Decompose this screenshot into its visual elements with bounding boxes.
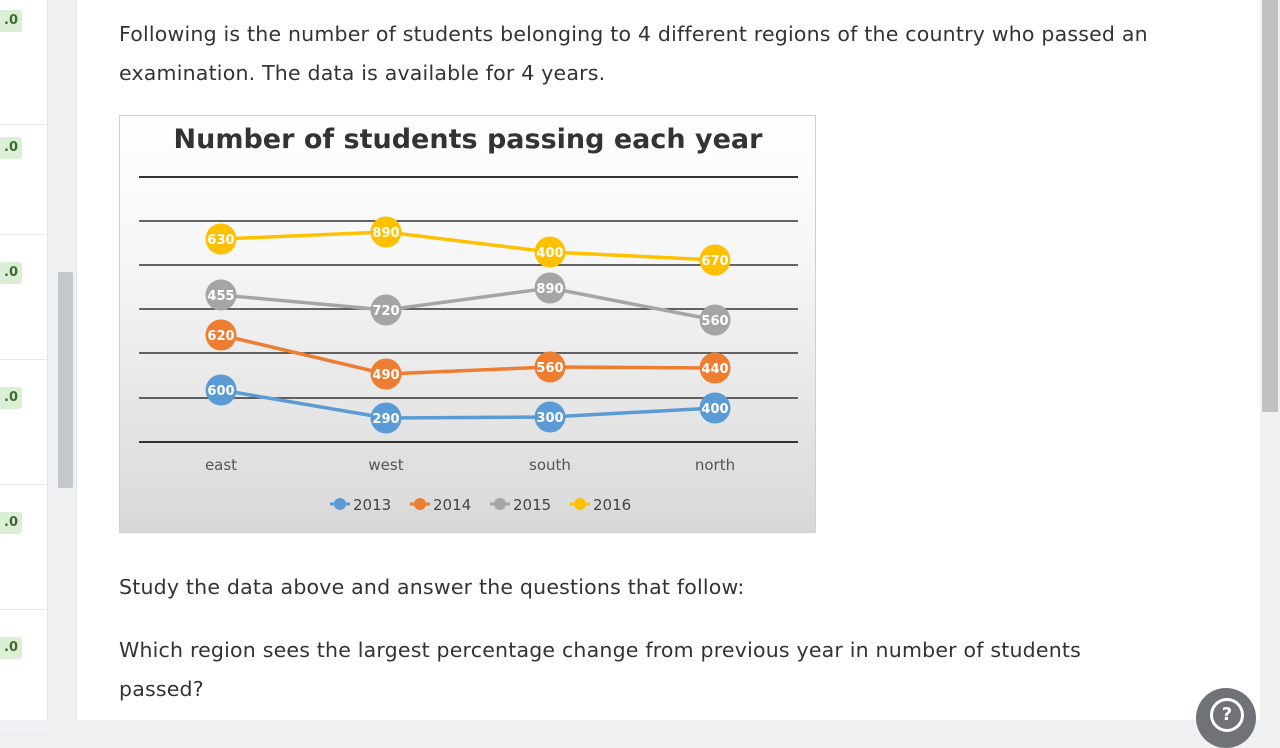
- chart-svg: Number of students passing each year east…: [139, 124, 798, 514]
- data-point-2013: [205, 374, 237, 406]
- score-badge: .0: [0, 10, 22, 32]
- legend-label: 2016: [593, 496, 631, 514]
- data-label-2013: 290: [372, 412, 399, 427]
- series-line-2013: [220, 388, 716, 420]
- legend-label: 2015: [513, 496, 551, 514]
- question-mark-icon: ?: [1210, 698, 1244, 732]
- series-line-2015: [220, 286, 716, 322]
- data-label-2015: 455: [207, 289, 234, 304]
- rail-item[interactable]: .0: [0, 235, 47, 360]
- score-badge: .0: [0, 262, 22, 284]
- instruction-text: Study the data above and answer the ques…: [119, 575, 745, 599]
- x-tick-label: west: [368, 456, 403, 474]
- legend-swatch-marker: [414, 498, 426, 510]
- legend-label: 2013: [353, 496, 391, 514]
- rail-item[interactable]: .0: [0, 360, 47, 485]
- series-line-2016: [220, 230, 716, 262]
- line-chart: Number of students passing each year east…: [119, 115, 816, 533]
- data-point-2013: [370, 402, 402, 434]
- data-point-2016: [699, 244, 731, 276]
- x-tick-label: north: [695, 456, 735, 474]
- data-point-2014: [534, 351, 566, 383]
- data-point-2015: [534, 272, 566, 304]
- data-label-2013: 400: [701, 402, 728, 417]
- data-label-2015: 720: [372, 304, 399, 319]
- score-badge: .0: [0, 137, 22, 159]
- rail-item[interactable]: .0: [0, 485, 47, 610]
- rail-item[interactable]: .0: [0, 110, 47, 235]
- data-label-2016: 890: [372, 226, 399, 241]
- score-badge: .0: [0, 387, 22, 409]
- data-point-2014: [699, 352, 731, 384]
- data-label-2013: 300: [536, 411, 563, 426]
- data-point-2016: [534, 236, 566, 268]
- data-point-2013: [534, 401, 566, 433]
- data-point-2015: [370, 294, 402, 326]
- question-text: Which region sees the largest percentage…: [119, 638, 1082, 701]
- legend-swatch-marker: [494, 498, 506, 510]
- legend-swatch-marker: [574, 498, 586, 510]
- data-point-2014: [205, 319, 237, 351]
- intro-text: Following is the number of students belo…: [119, 22, 1148, 85]
- help-button[interactable]: ?: [1196, 688, 1256, 748]
- data-label-2016: 400: [536, 246, 563, 261]
- score-badge: .0: [0, 637, 22, 659]
- legend-swatch-marker: [334, 498, 346, 510]
- data-point-2014: [370, 358, 402, 390]
- rail-item[interactable]: .0: [0, 0, 47, 125]
- page-scrollbar-thumb[interactable]: [1262, 0, 1278, 412]
- data-label-2013: 600: [207, 384, 234, 399]
- legend-label: 2014: [433, 496, 471, 514]
- data-point-2013: [699, 392, 731, 424]
- question-nav-rail: .0 .0 .0 .0 .0 .0: [0, 0, 48, 735]
- page-scrollbar[interactable]: [1260, 0, 1280, 720]
- data-point-2015: [699, 304, 731, 336]
- data-point-2016: [370, 216, 402, 248]
- rail-item[interactable]: .0: [0, 610, 47, 735]
- data-label-2016: 630: [207, 233, 234, 248]
- series-line-2014: [220, 333, 716, 376]
- data-label-2015: 890: [536, 282, 563, 297]
- rail-scrollbar[interactable]: [58, 272, 73, 488]
- data-label-2016: 670: [701, 254, 728, 269]
- data-label-2014: 560: [536, 361, 563, 376]
- score-badge: .0: [0, 512, 22, 534]
- data-label-2014: 490: [372, 368, 399, 383]
- chart-title: Number of students passing each year: [174, 124, 764, 155]
- x-tick-label: south: [529, 456, 571, 474]
- data-point-2016: [205, 223, 237, 255]
- data-label-2014: 620: [207, 329, 234, 344]
- data-label-2015: 560: [701, 314, 728, 329]
- data-label-2014: 440: [701, 362, 728, 377]
- x-tick-label: east: [205, 456, 237, 474]
- data-point-2015: [205, 279, 237, 311]
